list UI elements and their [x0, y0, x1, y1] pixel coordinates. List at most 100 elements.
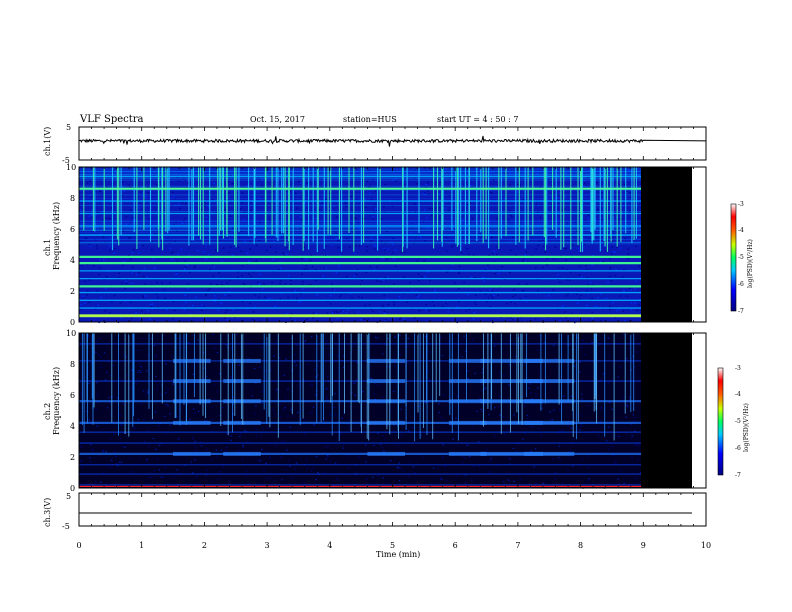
spectrogram-speckle: [102, 449, 105, 451]
spectrogram-speckle: [208, 254, 210, 256]
spectrogram-speckle: [118, 461, 121, 463]
spectrogram-speckle: [587, 217, 589, 219]
spectrogram-speckle: [290, 409, 292, 411]
spectrogram-speckle: [513, 289, 515, 291]
spectrogram-speckle: [623, 269, 625, 271]
spectrogram-speckle: [216, 203, 218, 205]
spectrogram-speckle: [155, 375, 157, 377]
spectrogram-speckle: [559, 191, 561, 194]
spectrogram-speckle: [308, 284, 311, 286]
spectrogram-speckle: [226, 447, 228, 449]
spectrogram-speckle: [165, 392, 167, 394]
spectrogram-speckle: [460, 216, 463, 218]
spectrogram-speckle: [249, 201, 252, 203]
spectrogram-speckle: [357, 311, 359, 313]
spectrogram-speckle: [158, 444, 161, 446]
spectrogram-speckle: [412, 466, 415, 468]
spectrogram-speckle: [410, 222, 412, 224]
spectrogram-speckle: [457, 184, 459, 186]
spectrogram-speckle: [480, 408, 482, 410]
spectrogram-speckle: [607, 281, 609, 284]
spectrogram-speckle: [611, 445, 614, 447]
spectrogram-speckle: [412, 359, 414, 361]
spectrogram-blob: [448, 379, 487, 384]
spectrogram-speckle: [86, 263, 89, 266]
spectrogram-speckle: [407, 475, 410, 477]
spectrogram-speckle: [249, 248, 252, 250]
spectrogram-speckle: [110, 396, 113, 398]
spectrogram-speckle: [407, 430, 410, 432]
spectrogram-speckle: [579, 414, 582, 416]
spectrogram-speckle: [145, 460, 148, 462]
spectrogram-speckle: [123, 432, 126, 434]
spectrogram-speckle: [356, 362, 359, 364]
spectrogram-speckle: [581, 276, 583, 278]
spectrogram-speckle: [476, 410, 478, 412]
ch1-colorbar: [730, 203, 737, 312]
time-tick-6: 6: [453, 541, 458, 550]
spectrogram-speckle: [89, 457, 91, 459]
spectrogram-speckle: [119, 302, 122, 304]
spectrogram-speckle: [326, 387, 329, 389]
spectrogram-speckle: [149, 318, 151, 320]
spectrogram-speckle: [165, 403, 168, 405]
spectrogram-speckle: [164, 466, 166, 468]
spectrogram-speckle: [611, 253, 613, 255]
spectrogram-speckle: [248, 273, 250, 275]
spectrogram-speckle: [566, 279, 568, 281]
spectrogram-speckle: [508, 364, 510, 366]
spectrogram-speckle: [215, 456, 218, 458]
spectrogram-speckle: [622, 397, 625, 399]
spectrogram-speckle: [96, 244, 98, 246]
spectrogram-speckle: [188, 255, 191, 257]
spectrogram-speckle: [138, 457, 140, 459]
spectrogram-speckle: [146, 370, 148, 372]
spectrogram-speckle: [200, 441, 202, 443]
spectrogram-speckle: [386, 231, 388, 233]
spectrogram-speckle: [328, 354, 330, 356]
spectrogram-speckle: [414, 211, 416, 213]
spectrogram-speckle: [375, 203, 377, 205]
spectrogram-speckle: [141, 186, 143, 188]
spectrogram-speckle: [86, 182, 89, 184]
spectrogram-speckle: [619, 366, 621, 368]
spectrogram-speckle: [396, 445, 399, 447]
spectrogram-speckle: [253, 284, 256, 286]
spectrogram-speckle: [324, 446, 326, 448]
spectrogram-speckle: [210, 283, 212, 285]
spectrogram-speckle: [615, 269, 617, 271]
spectrogram-speckle: [88, 371, 90, 373]
spectrogram-speckle: [325, 245, 327, 247]
spectrogram-speckle: [304, 335, 307, 337]
ch1-channel-label: ch.1: [43, 239, 52, 256]
spectrogram-speckle: [141, 310, 143, 312]
spectrogram-speckle: [226, 346, 229, 349]
spectrogram-speckle: [122, 264, 124, 266]
spectrogram-speckle: [481, 486, 483, 488]
spectrogram-speckle: [299, 182, 302, 184]
spectrogram-speckle: [478, 441, 480, 443]
spectrogram-speckle: [578, 371, 581, 373]
spectrogram-speckle: [104, 379, 107, 381]
spectrogram-speckle: [231, 254, 234, 256]
spectrogram-speckle: [216, 391, 218, 393]
spectrogram-speckle: [509, 272, 511, 274]
spectrogram-speckle: [481, 410, 484, 412]
spectrogram-speckle: [107, 217, 110, 219]
spectrogram-speckle: [177, 386, 180, 388]
spectrogram-speckle: [374, 245, 377, 247]
ch2-colorbar-label: log(PSD)(V²/Hz): [743, 403, 750, 452]
spectrogram-speckle: [122, 403, 125, 406]
spectrogram-speckle: [627, 248, 630, 250]
spectrogram-speckle: [211, 198, 214, 200]
spectrogram-speckle: [169, 424, 172, 426]
spectrogram-speckle: [414, 317, 416, 319]
spectrogram-speckle: [496, 246, 499, 248]
ch2-cb-tick-7: -7: [735, 472, 741, 479]
spectrogram-speckle: [602, 373, 605, 375]
spectrogram-speckle: [387, 248, 390, 250]
spectrogram-speckle: [278, 236, 281, 238]
spectrogram-speckle: [483, 409, 485, 411]
spectrogram-speckle: [143, 440, 146, 443]
spectrogram-speckle: [557, 197, 559, 199]
